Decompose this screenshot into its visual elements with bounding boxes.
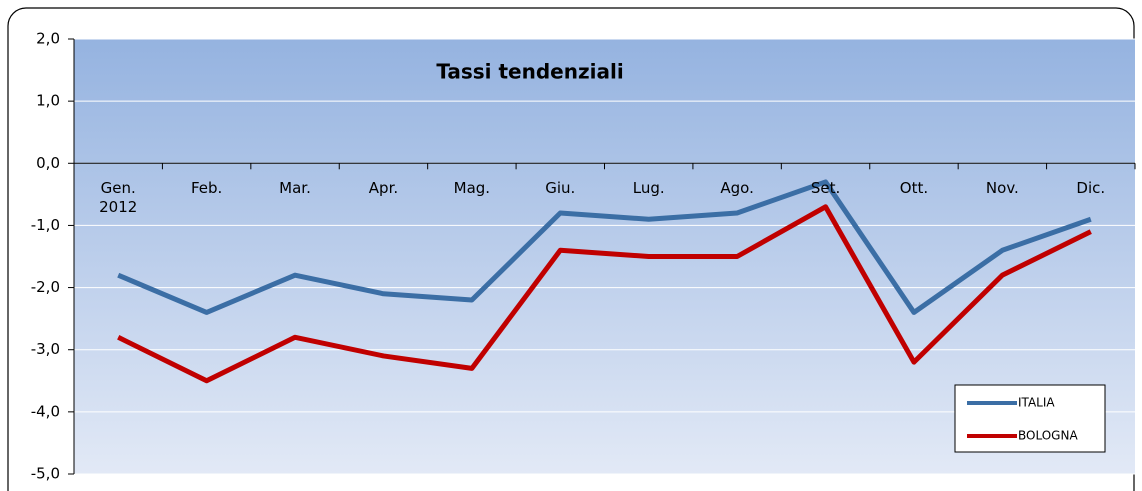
series-line <box>117 179 1092 315</box>
x-tick-label: Giu. <box>545 179 576 198</box>
legend <box>954 384 1106 453</box>
y-tick-label: -4,0 <box>31 402 60 420</box>
x-tick-label: Set. <box>810 179 841 198</box>
x-tick-label: Ago. <box>720 179 754 198</box>
y-tick-label: 1,0 <box>36 92 60 110</box>
x-tick-label: Feb. <box>190 179 223 198</box>
y-tick-label: 0,0 <box>36 154 60 172</box>
x-tick-label: Apr. <box>368 179 399 198</box>
y-tick-label: -1,0 <box>31 216 60 234</box>
y-tick-label: -2,0 <box>31 278 60 296</box>
y-tick-label: -5,0 <box>31 465 60 483</box>
x-tick-label: Mag. <box>453 179 491 198</box>
x-tick-label: Dic. <box>1076 179 1106 198</box>
y-tick-label: -3,0 <box>31 340 60 358</box>
x-tick-label: Mar. <box>279 179 311 198</box>
chart-title: Tassi tendenziali <box>436 60 623 84</box>
x-tick-label: Ott. <box>899 179 929 198</box>
x-tick-label: Nov. <box>985 179 1019 198</box>
y-tick-label: 2,0 <box>36 30 60 48</box>
legend-label: BOLOGNA <box>1018 429 1078 443</box>
legend-label: ITALIA <box>1018 396 1055 410</box>
x-tick-label: Gen. 2012 <box>99 179 138 217</box>
x-tick-label: Lug. <box>632 179 665 198</box>
series-line <box>117 204 1092 384</box>
